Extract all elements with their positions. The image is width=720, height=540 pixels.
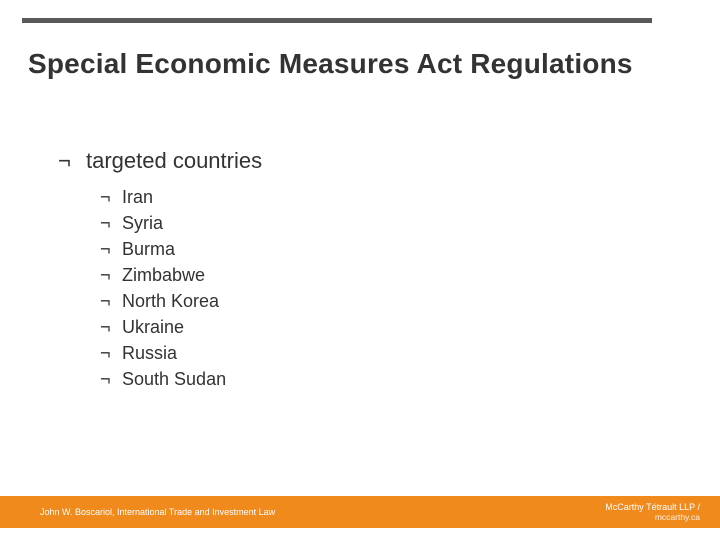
bullet-icon: ¬ [100, 370, 122, 388]
level1-text: targeted countries [86, 150, 262, 172]
list-item: ¬ South Sudan [100, 370, 226, 388]
level2-text: South Sudan [122, 370, 226, 388]
bullet-icon: ¬ [58, 150, 86, 172]
footer-left-text: John W. Boscariol, International Trade a… [40, 507, 275, 517]
footer-bar: John W. Boscariol, International Trade a… [0, 496, 720, 528]
bullet-icon: ¬ [100, 292, 122, 310]
level2-list: ¬ Iran ¬ Syria ¬ Burma ¬ Zimbabwe ¬ Nort… [100, 188, 226, 396]
bullet-icon: ¬ [100, 188, 122, 206]
level2-text: North Korea [122, 292, 219, 310]
footer-right: McCarthy Tétrault LLP / mccarthy.ca [605, 502, 700, 523]
level2-text: Syria [122, 214, 163, 232]
list-item: ¬ North Korea [100, 292, 226, 310]
footer-right-line2: mccarthy.ca [605, 512, 700, 522]
footer-spacer [0, 528, 720, 540]
list-item: ¬ Russia [100, 344, 226, 362]
list-item: ¬ Zimbabwe [100, 266, 226, 284]
level2-text: Iran [122, 188, 153, 206]
list-item: ¬ targeted countries [58, 150, 262, 172]
top-rule [22, 18, 652, 23]
list-item: ¬ Ukraine [100, 318, 226, 336]
bullet-icon: ¬ [100, 240, 122, 258]
level1-list: ¬ targeted countries [58, 150, 262, 182]
level2-text: Russia [122, 344, 177, 362]
level2-text: Burma [122, 240, 175, 258]
bullet-icon: ¬ [100, 266, 122, 284]
slide: Special Economic Measures Act Regulation… [0, 0, 720, 540]
level2-text: Zimbabwe [122, 266, 205, 284]
bullet-icon: ¬ [100, 214, 122, 232]
list-item: ¬ Iran [100, 188, 226, 206]
list-item: ¬ Syria [100, 214, 226, 232]
bullet-icon: ¬ [100, 344, 122, 362]
bullet-icon: ¬ [100, 318, 122, 336]
slide-title: Special Economic Measures Act Regulation… [28, 48, 633, 80]
level2-text: Ukraine [122, 318, 184, 336]
footer-right-line1: McCarthy Tétrault LLP / [605, 502, 700, 513]
list-item: ¬ Burma [100, 240, 226, 258]
